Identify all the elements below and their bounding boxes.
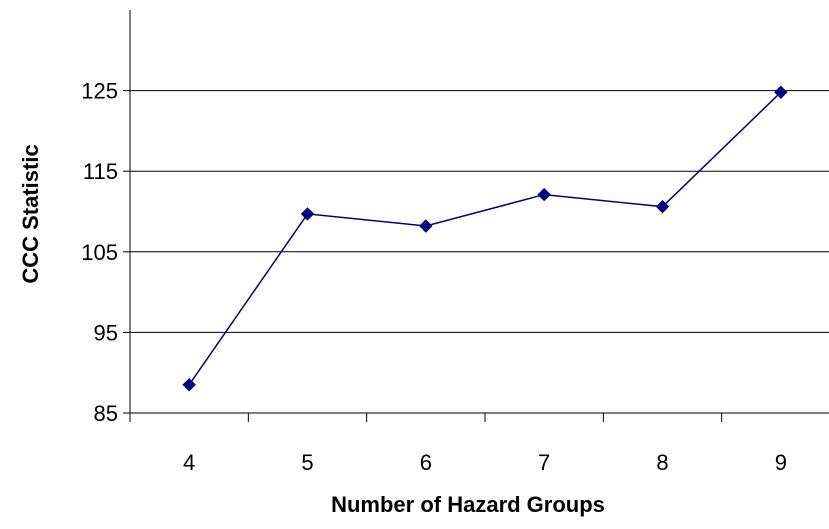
gridlines bbox=[130, 90, 829, 333]
x-tick-label: 5 bbox=[301, 450, 313, 475]
axes bbox=[123, 10, 829, 422]
x-tick-label: 6 bbox=[420, 450, 432, 475]
x-tick-label: 8 bbox=[656, 450, 668, 475]
x-axis-title: Number of Hazard Groups bbox=[331, 492, 605, 517]
data-point-marker bbox=[655, 199, 670, 214]
y-axis-title: CCC Statistic bbox=[18, 144, 43, 283]
y-tick-label: 105 bbox=[81, 240, 118, 265]
series-line bbox=[188, 91, 782, 386]
x-tick-label: 9 bbox=[775, 450, 787, 475]
y-tick-label: 95 bbox=[94, 320, 118, 345]
y-tick-label: 115 bbox=[83, 159, 118, 184]
data-point-marker bbox=[774, 85, 788, 99]
y-tick-label: 125 bbox=[81, 79, 118, 104]
data-point-marker bbox=[300, 207, 315, 221]
data-point-marker bbox=[182, 378, 196, 392]
data-series bbox=[182, 85, 788, 392]
x-tick-label: 4 bbox=[183, 450, 195, 475]
y-tick-label: 85 bbox=[94, 401, 118, 426]
tick-labels: 85 95 105 115 125 4 5 6 7 8 9 bbox=[81, 79, 787, 475]
data-point-marker bbox=[419, 219, 433, 233]
data-point-marker bbox=[537, 187, 551, 202]
x-tick-label: 7 bbox=[538, 450, 550, 475]
